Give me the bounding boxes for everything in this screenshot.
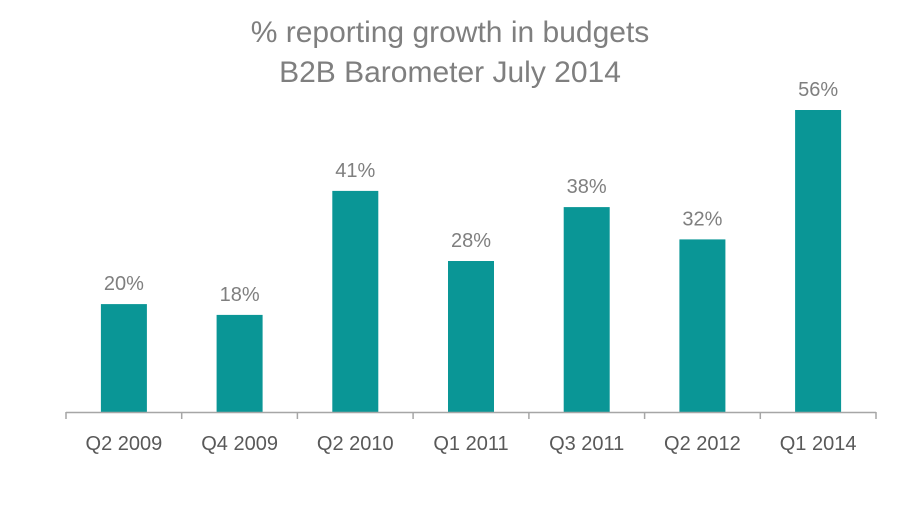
data-label-q2-2012: 32% — [682, 208, 722, 230]
bar-q3-2011 — [563, 207, 610, 412]
data-label-q1-2011: 28% — [451, 230, 491, 252]
chart-title-line-1: % reporting growth in budgets — [250, 16, 650, 49]
data-label-q3-2011: 38% — [567, 176, 607, 198]
x-tick-label-q2-2012: Q2 2012 — [664, 433, 741, 455]
x-tick-label-q1-2014: Q1 2014 — [780, 433, 857, 455]
data-label-q1-2014: 56% — [798, 79, 838, 101]
bar-q2-2010 — [332, 190, 379, 412]
x-tick-label-q2-2010: Q2 2010 — [317, 433, 394, 455]
x-tick-label-q1-2011: Q1 2011 — [433, 433, 508, 455]
bar-q2-2009 — [100, 304, 147, 412]
bars-layer — [100, 110, 842, 412]
data-label-q4-2009: 18% — [220, 284, 260, 306]
bar-q2-2012 — [679, 239, 726, 412]
chart-title-line-2: B2B Barometer July 2014 — [279, 56, 621, 89]
bar-q1-2011 — [448, 261, 494, 412]
data-labels-layer: 20% 18% 41% 28% 38% 32% 56% — [104, 79, 838, 306]
x-tick-label-q4-2009: Q4 2009 — [201, 433, 278, 455]
x-tick-label-q3-2011: Q3 2011 — [549, 433, 624, 455]
data-label-q2-2009: 20% — [104, 273, 144, 295]
data-label-q2-2010: 41% — [335, 160, 375, 182]
bar-q1-2014 — [795, 110, 842, 412]
x-axis — [65, 411, 877, 419]
bar-q4-2009 — [216, 314, 263, 412]
x-tick-labels: Q2 2009 Q4 2009 Q2 2010 Q1 2011 Q3 2011 Q2 20… — [86, 433, 857, 455]
x-tick-label-q2-2009: Q2 2009 — [86, 433, 163, 455]
